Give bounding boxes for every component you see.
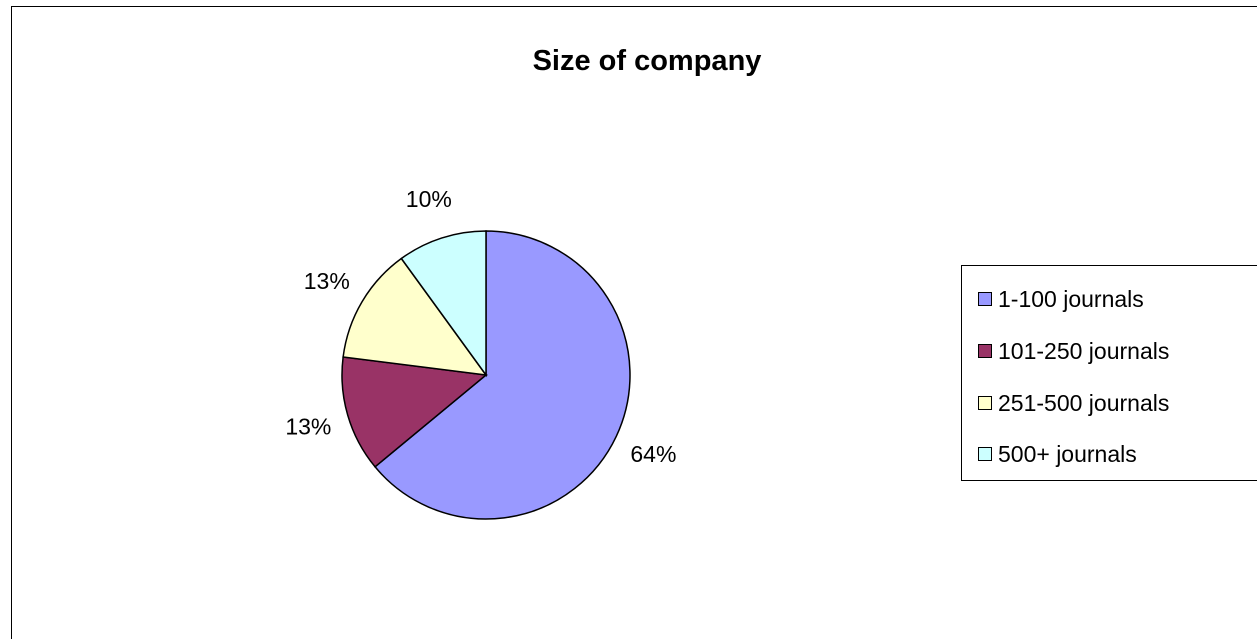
slice-251-500 <box>342 257 488 376</box>
legend-item-251-500: 251-500 journals <box>978 388 1169 418</box>
legend-item-101-250: 101-250 journals <box>978 336 1169 366</box>
slice-1-100 <box>373 230 631 520</box>
slice-label-1-100: 64% <box>630 441 676 467</box>
legend-label: 500+ journals <box>998 440 1137 467</box>
legend-item-500-plus: 500+ journals <box>978 439 1137 469</box>
legend-label: 251-500 journals <box>998 389 1170 416</box>
slice-label-251-500: 13% <box>304 268 350 294</box>
legend-label: 101-250 journals <box>998 337 1170 364</box>
slice-500-plus <box>400 230 487 378</box>
pie-slices <box>341 230 631 520</box>
chart-frame <box>11 6 1257 639</box>
legend-swatch <box>978 447 992 461</box>
legend-swatch <box>978 292 992 306</box>
chart-title: Size of company <box>533 45 762 77</box>
legend-swatch <box>978 396 992 410</box>
pie-labels: 64% 13% 13% 10% <box>285 186 676 467</box>
legend-item-1-100: 1-100 journals <box>978 284 1144 314</box>
legend-swatch <box>978 344 992 358</box>
slice-label-500-plus: 10% <box>406 186 452 212</box>
chart-legend: 1-100 journals 101-250 journals 251-500 … <box>961 265 1257 481</box>
slice-label-101-250: 13% <box>285 414 331 440</box>
legend-label: 1-100 journals <box>998 285 1144 312</box>
slice-101-250 <box>341 356 488 468</box>
